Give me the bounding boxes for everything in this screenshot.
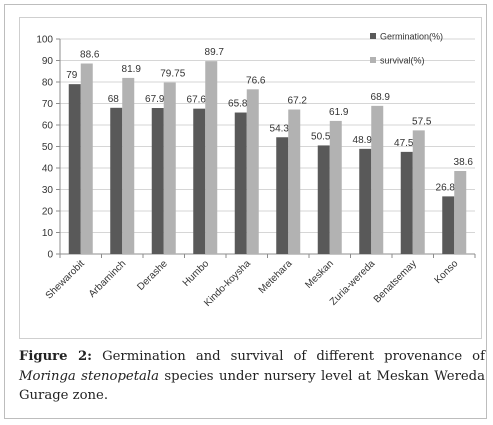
data-label-germination-1: 68	[108, 94, 120, 105]
caption-text-1: Germination and survival of different pr…	[92, 349, 486, 364]
data-label-germination-2: 67.9	[145, 94, 165, 105]
figure-label: Figure 2:	[19, 349, 93, 364]
x-category-label-1: Arbaminch	[87, 258, 129, 300]
x-category-label-9: Konso	[433, 258, 461, 286]
x-category-label-0: Shewarobit	[44, 258, 87, 301]
data-label-survival-0: 88.6	[80, 50, 100, 61]
x-category-label-5: Metehara	[257, 258, 295, 296]
data-label-survival-5: 67.2	[288, 96, 308, 107]
bar-survival-5	[288, 109, 301, 255]
data-label-survival-3: 89.7	[205, 47, 225, 58]
y-tick-label-1: 10	[42, 228, 54, 239]
x-category-label-8: Benatsemay	[372, 258, 419, 305]
data-label-germination-5: 54.3	[270, 123, 290, 134]
legend-label-survival: survival(%)	[380, 56, 425, 66]
bar-chart: 0 10 20 30 40 50 60 70 80 90 100 79 68 67.9 67.6 65.8 54…	[36, 32, 476, 309]
bar-survival-6	[329, 120, 342, 254]
x-category-label-7: Zuria-wereda	[328, 258, 378, 308]
bar-germination-6	[317, 145, 330, 254]
x-category-label-2: Derashe	[135, 258, 170, 293]
bar-survival-7	[371, 105, 384, 255]
bar-germination-8	[400, 151, 413, 254]
y-tick-label-5: 50	[42, 142, 54, 153]
legend-swatch-survival	[370, 57, 376, 63]
legend-label-germination: Germination(%)	[380, 32, 443, 42]
bar-survival-0	[80, 63, 93, 255]
figure-caption: Figure 2: Germination and survival of di…	[19, 347, 485, 406]
species-name: Moringa stenopetala	[19, 368, 159, 384]
bar-survival-2	[163, 82, 176, 254]
bar-germination-7	[359, 148, 372, 254]
y-tick-label-9: 90	[42, 56, 54, 67]
caption-text-2: species under nursery level at Meskan We…	[19, 368, 485, 404]
bar-survival-8	[412, 130, 425, 254]
bar-germination-0	[68, 84, 81, 255]
bar-germination-4	[234, 112, 247, 254]
chart-area: 0 10 20 30 40 50 60 70 80 90 100 79 68 67.9 67.6 65.8 54…	[19, 17, 482, 339]
bar-germination-1	[110, 107, 123, 254]
data-label-survival-7: 68.9	[371, 92, 391, 103]
y-tick-label-0: 0	[47, 250, 53, 261]
bar-survival-1	[122, 77, 135, 254]
bar-survival-9	[454, 171, 467, 254]
x-category-label-3: Humbo	[181, 258, 212, 289]
data-label-germination-6: 50.5	[311, 131, 331, 142]
data-label-survival-6: 61.9	[329, 107, 349, 118]
bar-germination-9	[442, 196, 455, 254]
y-tick-label-2: 20	[42, 207, 54, 218]
data-label-survival-8: 57.5	[412, 116, 432, 127]
data-label-survival-2: 79.75	[160, 69, 185, 80]
figure-frame: 0 10 20 30 40 50 60 70 80 90 100 79 68 67.9 67.6 65.8 54…	[4, 4, 487, 419]
y-tick-label-10: 100	[36, 35, 53, 46]
y-tick-label-4: 40	[42, 164, 54, 175]
bar-survival-4	[246, 89, 259, 254]
data-label-germination-7: 48.9	[353, 135, 373, 146]
data-label-germination-3: 67.6	[187, 95, 207, 106]
y-tick-label-6: 60	[42, 121, 54, 132]
bar-survival-3	[205, 61, 218, 254]
data-label-germination-0: 79	[66, 70, 78, 81]
y-tick-label-7: 70	[42, 99, 54, 110]
bar-germination-3	[193, 108, 206, 254]
data-label-germination-8: 47.5	[394, 138, 414, 149]
data-label-survival-1: 81.9	[122, 64, 142, 75]
data-label-germination-4: 65.8	[228, 99, 248, 110]
data-label-survival-9: 38.6	[454, 157, 474, 168]
bar-germination-2	[151, 108, 164, 254]
y-tick-label-8: 80	[42, 78, 54, 89]
y-tick-label-3: 30	[42, 185, 54, 196]
legend-swatch-germination	[370, 33, 376, 39]
data-label-survival-4: 76.6	[246, 75, 266, 86]
data-label-germination-9: 26.8	[436, 182, 456, 193]
x-category-label-6: Meskan	[303, 258, 336, 291]
bar-germination-5	[276, 137, 289, 254]
